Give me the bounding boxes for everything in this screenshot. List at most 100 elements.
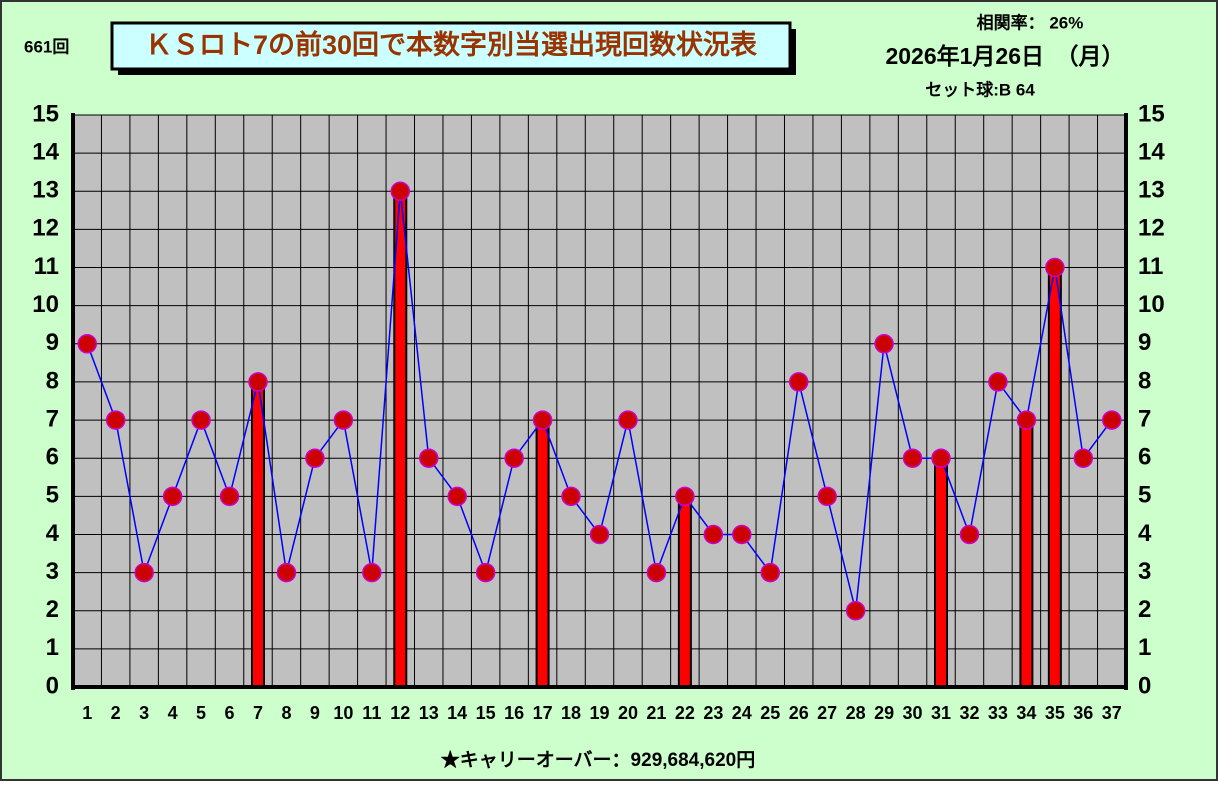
marker	[931, 448, 951, 468]
x-tick-label: 2	[111, 703, 121, 723]
y2-tick-label: 15	[1138, 100, 1165, 127]
y2-tick-label: 5	[1138, 482, 1151, 509]
y-tick-label: 2	[46, 596, 59, 623]
marker	[845, 600, 866, 621]
title-box	[110, 21, 792, 71]
y2-tick-label: 7	[1138, 405, 1151, 432]
y2-tick-label: 9	[1138, 329, 1151, 356]
x-tick-label: 11	[362, 703, 381, 723]
correlation: 相関率： 26%	[977, 12, 1084, 32]
marker	[333, 410, 354, 430]
bar	[677, 495, 692, 689]
x-tick-label: 35	[1045, 703, 1065, 723]
x-tick-label: 3	[139, 703, 149, 723]
marker	[874, 334, 894, 354]
bar	[393, 190, 408, 688]
y2-tick-label: 4	[1138, 520, 1152, 547]
marker	[1045, 257, 1065, 278]
x-tick-label: 12	[390, 703, 410, 723]
y2-tick-label: 8	[1138, 367, 1151, 394]
y-tick-label: 8	[46, 367, 59, 394]
marker	[418, 448, 439, 468]
y-tick-label: 11	[34, 253, 59, 280]
x-tick-label: 21	[646, 703, 666, 723]
x-tick-label: 4	[168, 703, 178, 723]
y2-tick-label: 2	[1138, 596, 1151, 623]
y2-tick-label: 14	[1138, 138, 1165, 165]
x-tick-label: 15	[476, 703, 496, 723]
marker	[219, 486, 240, 507]
marker	[105, 410, 126, 430]
x-tick-label: 18	[561, 703, 581, 723]
marker	[1073, 448, 1094, 468]
marker	[760, 562, 781, 583]
y-tick-label: 6	[46, 444, 59, 471]
x-tick-label: 31	[931, 703, 951, 723]
marker	[532, 410, 553, 430]
marker	[390, 181, 411, 202]
x-tick-label: 24	[732, 703, 752, 723]
x-tick-label: 22	[675, 703, 695, 723]
x-tick-label: 23	[703, 703, 723, 723]
y-tick-label: 15	[32, 100, 59, 127]
marker	[959, 524, 980, 545]
x-tick-label: 13	[419, 703, 439, 723]
x-tick-label: 6	[225, 703, 235, 723]
bar	[535, 419, 550, 688]
y-tick-label: 4	[46, 520, 60, 547]
y-tick-label: 13	[32, 177, 59, 204]
marker	[475, 562, 496, 583]
y-tick-label: 1	[46, 634, 59, 661]
y-tick-label: 3	[46, 558, 59, 585]
marker	[788, 372, 809, 392]
marker	[276, 562, 297, 583]
chart-title: ＫＳロト7の前30回で本数字別当選出現回数状況表	[145, 29, 757, 60]
marker	[504, 448, 524, 468]
y2-tick-label: 12	[1138, 215, 1165, 242]
round: 661回	[24, 37, 69, 56]
set-ball: セット球:B 64	[925, 80, 1035, 99]
x-tick-label: 33	[988, 703, 1008, 723]
date: 2026年1月26日 （月）	[885, 43, 1124, 69]
x-tick-label: 17	[533, 703, 553, 723]
x-tick-label: 8	[281, 703, 291, 723]
marker	[134, 562, 154, 583]
x-tick-label: 19	[589, 703, 609, 723]
x-tick-label: 10	[333, 703, 353, 723]
x-tick-label: 9	[310, 703, 320, 723]
marker	[902, 448, 923, 468]
x-tick-label: 26	[789, 703, 809, 723]
marker	[646, 562, 667, 583]
y2-tick-label: 13	[1138, 177, 1165, 204]
marker	[77, 334, 97, 354]
marker	[618, 410, 638, 430]
marker	[589, 524, 610, 545]
y-tick-label: 12	[32, 215, 59, 242]
marker	[305, 448, 325, 468]
y2-tick-label: 0	[1138, 672, 1151, 699]
x-tick-label: 32	[959, 703, 979, 723]
marker	[1016, 410, 1037, 430]
x-tick-label: 30	[903, 703, 923, 723]
x-tick-label: 29	[874, 703, 894, 723]
y2-tick-label: 10	[1138, 291, 1165, 318]
y2-tick-label: 3	[1138, 558, 1151, 585]
bar	[1047, 266, 1062, 688]
plot-area	[73, 115, 1126, 687]
marker	[703, 524, 724, 545]
x-tick-label: 28	[846, 703, 866, 723]
bar	[1019, 419, 1034, 688]
marker	[447, 486, 467, 507]
marker	[362, 562, 382, 583]
y-tick-label: 9	[46, 329, 59, 356]
x-tick-label: 25	[760, 703, 780, 723]
x-tick-label: 1	[82, 703, 92, 723]
x-tick-label: 37	[1102, 703, 1122, 723]
y-tick-label: 14	[32, 138, 59, 165]
x-tick-label: 5	[196, 703, 206, 723]
marker	[817, 486, 837, 507]
marker	[988, 372, 1008, 392]
x-tick-label: 14	[447, 703, 467, 723]
y2-tick-label: 6	[1138, 444, 1151, 471]
